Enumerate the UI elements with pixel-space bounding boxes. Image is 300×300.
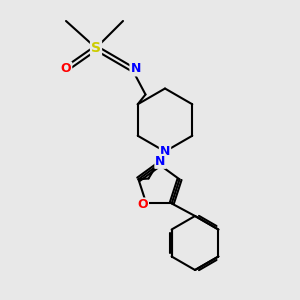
Text: N: N [155,155,166,168]
Text: N: N [160,145,170,158]
Text: O: O [137,199,148,212]
Text: O: O [61,62,71,76]
Text: N: N [130,62,141,76]
Text: S: S [91,41,101,55]
